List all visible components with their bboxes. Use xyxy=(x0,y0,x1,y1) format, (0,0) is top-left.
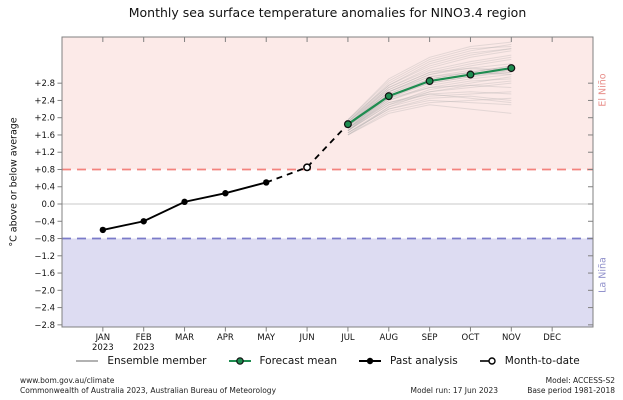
x-tick-year-label: 2023 xyxy=(133,343,155,353)
forecast-mean-swatch-icon xyxy=(228,357,251,365)
footer-copyright: Commonwealth of Australia 2023, Australi… xyxy=(20,385,277,395)
footer-url: www.bom.gov.au/climate xyxy=(20,376,115,385)
el-nino-region-label: El Niño xyxy=(597,73,609,107)
la-nina-region-label: La Niña xyxy=(597,257,609,293)
footer-left: www.bom.gov.au/climate Commonwealth of A… xyxy=(20,376,276,395)
month-to-date-point xyxy=(303,163,312,172)
axes: +2.8 +2.4 +2.0 +1.6 +1.2 +0.8 +0.4 0.0 −0.4 −0.8 −… xyxy=(34,36,594,353)
forecast-mean-point xyxy=(466,70,475,79)
past-analysis-swatch-icon xyxy=(359,357,382,365)
y-tick-label: −1.2 xyxy=(34,252,55,262)
month-to-date-dashed-line xyxy=(265,123,349,184)
x-tick-label: MAR xyxy=(175,333,194,343)
y-tick-label: +2.8 xyxy=(34,79,55,89)
y-tick-label: −2.8 xyxy=(34,321,55,331)
y-tick-label: −0.8 xyxy=(34,235,55,245)
legend-item-month-to-date: Month-to-date xyxy=(479,355,580,367)
legend-label-ensemble-member: Ensemble member xyxy=(107,355,207,367)
legend-item-past-analysis: Past analysis xyxy=(358,355,458,367)
forecast-mean-point xyxy=(384,92,393,101)
y-tick-label: +2.0 xyxy=(34,114,55,124)
x-tick-label: JUN xyxy=(299,333,315,343)
x-tick-label: DEC xyxy=(543,333,561,343)
past-analysis-point xyxy=(181,198,188,206)
x-tick-label: OCT xyxy=(462,333,481,343)
x-tick-label: MAY xyxy=(257,333,275,343)
legend: Ensemble member Forecast mean Past analy… xyxy=(62,355,593,367)
y-tick-label: −2.0 xyxy=(34,286,55,296)
x-tick-label: NOV xyxy=(502,333,521,343)
y-tick-label: −0.4 xyxy=(34,217,55,227)
y-tick-label: +1.2 xyxy=(34,148,55,158)
past-analysis-point xyxy=(99,226,107,234)
past-analysis-point xyxy=(140,218,147,225)
ensemble-members xyxy=(347,41,512,136)
x-tick-label: AUG xyxy=(379,333,398,343)
month-to-date-swatch-icon xyxy=(479,357,496,365)
legend-item-forecast-mean: Forecast mean xyxy=(228,355,338,367)
ensemble-member-swatch-icon xyxy=(76,360,99,362)
y-tick-label: −2.4 xyxy=(34,304,55,314)
legend-label-past-analysis: Past analysis xyxy=(390,355,458,367)
region-bands xyxy=(62,37,593,327)
footer-model-run: Model run: 17 Jun 2023 xyxy=(410,385,498,395)
x-tick-label: FEB xyxy=(136,333,152,343)
reference-lines xyxy=(62,168,593,240)
forecast-mean-point xyxy=(343,120,352,129)
footer-base-period: Base period 1981-2018 xyxy=(527,385,615,395)
footer-model: Model: ACCESS-S2 xyxy=(545,376,615,385)
y-tick-label: +0.8 xyxy=(34,165,55,175)
past-analysis-line xyxy=(99,179,270,234)
forecast-mean-point xyxy=(507,64,516,73)
forecast-mean-line xyxy=(343,64,516,129)
y-tick-label: +0.4 xyxy=(34,183,55,193)
x-tick-label: JAN xyxy=(95,333,111,343)
y-tick-label: −1.6 xyxy=(34,269,55,279)
x-tick-label: APR xyxy=(217,333,234,343)
past-analysis-point xyxy=(222,190,229,197)
chart-title: Monthly sea surface temperature anomalie… xyxy=(128,5,527,20)
footer-right: Model: ACCESS-S2 Base period 1981-2018 xyxy=(527,376,615,395)
x-tick-label: SEP xyxy=(422,333,438,343)
x-tick-label: JUL xyxy=(340,333,355,343)
past-analysis-point xyxy=(263,179,270,186)
forecast-mean-point xyxy=(425,77,434,86)
legend-label-month-to-date: Month-to-date xyxy=(504,355,580,367)
legend-item-ensemble-member: Ensemble member xyxy=(75,355,207,367)
y-tick-label: +2.4 xyxy=(34,96,55,106)
x-tick-year-label: 2023 xyxy=(92,343,114,353)
legend-label-forecast-mean: Forecast mean xyxy=(259,355,338,367)
y-tick-label: 0.0 xyxy=(41,200,55,210)
y-tick-label: +1.6 xyxy=(34,131,55,141)
